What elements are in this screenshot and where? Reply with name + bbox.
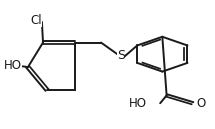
Text: HO: HO	[4, 59, 22, 72]
Text: Cl: Cl	[31, 14, 42, 27]
Text: HO: HO	[129, 97, 147, 110]
Text: O: O	[196, 97, 206, 110]
Text: S: S	[117, 49, 126, 62]
